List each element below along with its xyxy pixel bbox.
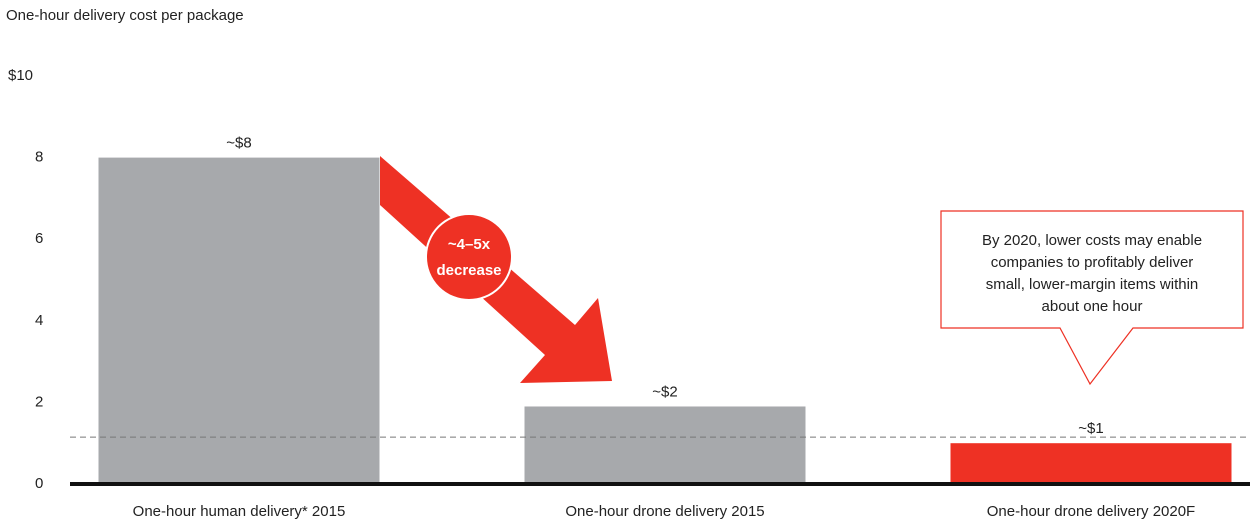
bar <box>950 443 1232 484</box>
y-tick-label: 8 <box>35 149 43 166</box>
x-tick-label: One-hour drone delivery 2020F <box>987 503 1195 520</box>
y-tick-label: 2 <box>35 393 43 410</box>
y-tick-label: 4 <box>35 312 43 329</box>
value-label: ~$1 <box>1078 420 1103 437</box>
x-tick-label: One-hour human delivery* 2015 <box>133 503 346 520</box>
chart-title: One-hour delivery cost per package <box>6 7 244 24</box>
callout-text: small, lower-margin items within <box>986 276 1199 293</box>
y-tick-label: 6 <box>35 230 43 247</box>
callout-box <box>940 210 1244 386</box>
callout-text: about one hour <box>1042 298 1143 315</box>
y-tick-label: 0 <box>35 475 43 492</box>
bar <box>98 157 380 484</box>
arrow-badge <box>425 213 513 301</box>
arrow-label: decrease <box>436 262 501 279</box>
y-tick-label: $10 <box>8 67 33 84</box>
bar <box>524 406 806 484</box>
value-label: ~$2 <box>652 383 677 400</box>
callout-text: companies to profitably deliver <box>991 254 1194 271</box>
callout-text: By 2020, lower costs may enable <box>982 232 1202 249</box>
value-label: ~$8 <box>226 135 251 152</box>
x-tick-label: One-hour drone delivery 2015 <box>565 503 764 520</box>
arrow-label: ~4–5x <box>448 236 491 253</box>
